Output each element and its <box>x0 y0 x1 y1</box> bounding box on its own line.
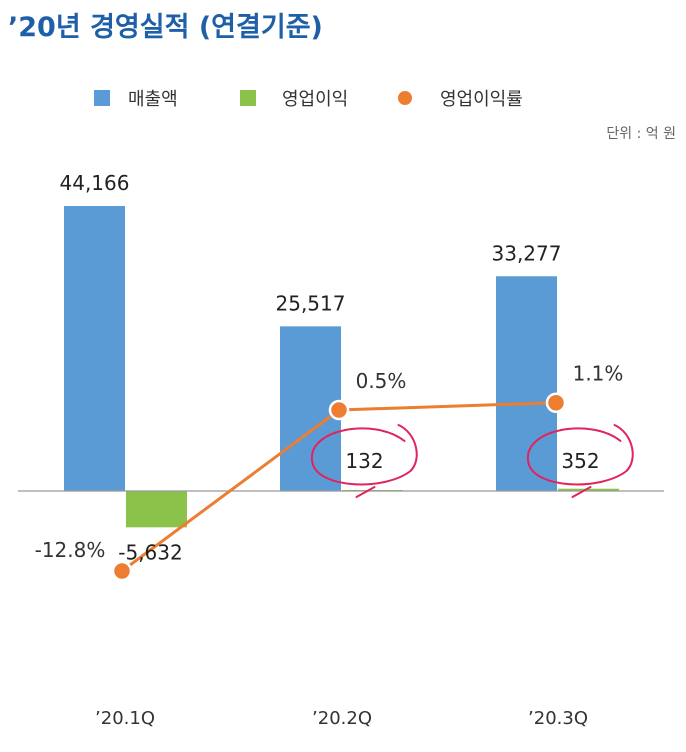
operating-margin-label: 0.5% <box>356 369 407 393</box>
operating-profit-value-label: -5,632 <box>118 540 182 564</box>
revenue-value-label: 33,277 <box>492 241 562 265</box>
revenue-value-label: 25,517 <box>276 291 346 315</box>
revenue-bar <box>496 276 557 491</box>
x-tick-label: ’20.1Q <box>95 708 155 729</box>
revenue-bar <box>64 206 125 491</box>
operating-margin-point <box>328 399 350 421</box>
revenue-value-label: 44,166 <box>60 171 130 195</box>
labels-layer: 44,166 -5,632 ’20.1Q 25,517 132 ’20.2Q 33,277 3… <box>35 171 634 729</box>
legend-swatch-revenue <box>94 90 110 106</box>
operating-margin-label: 1.1% <box>573 362 624 386</box>
legend-swatch-operating-profit <box>240 90 256 106</box>
legend: 매출액 영업이익 영업이익률 <box>94 89 523 110</box>
operating-profit-value-label: 352 <box>561 449 599 473</box>
operating-margin-point <box>545 392 567 413</box>
legend-label-operating-profit: 영업이익 <box>282 89 348 110</box>
operating-margin-point <box>111 560 133 582</box>
highlight-circle <box>310 424 418 498</box>
margin-line-layer <box>111 392 567 582</box>
operating-profit-bar <box>558 488 619 491</box>
legend-label-revenue: 매출액 <box>128 89 178 110</box>
x-tick-label: ’20.2Q <box>312 708 372 729</box>
operating-profit-value-label: 132 <box>345 449 383 473</box>
chart-title: ’20년 경영실적 (연결기준) <box>8 12 323 43</box>
highlight-circle <box>526 424 634 498</box>
x-tick-label: ’20.3Q <box>528 708 588 729</box>
legend-label-operating-margin: 영업이익률 <box>440 89 523 110</box>
operating-margin-label: -12.8% <box>35 538 106 562</box>
legend-marker-operating-margin <box>396 89 414 107</box>
unit-label: 단위 : 억 원 <box>606 126 676 142</box>
operating-profit-bar <box>126 491 187 528</box>
